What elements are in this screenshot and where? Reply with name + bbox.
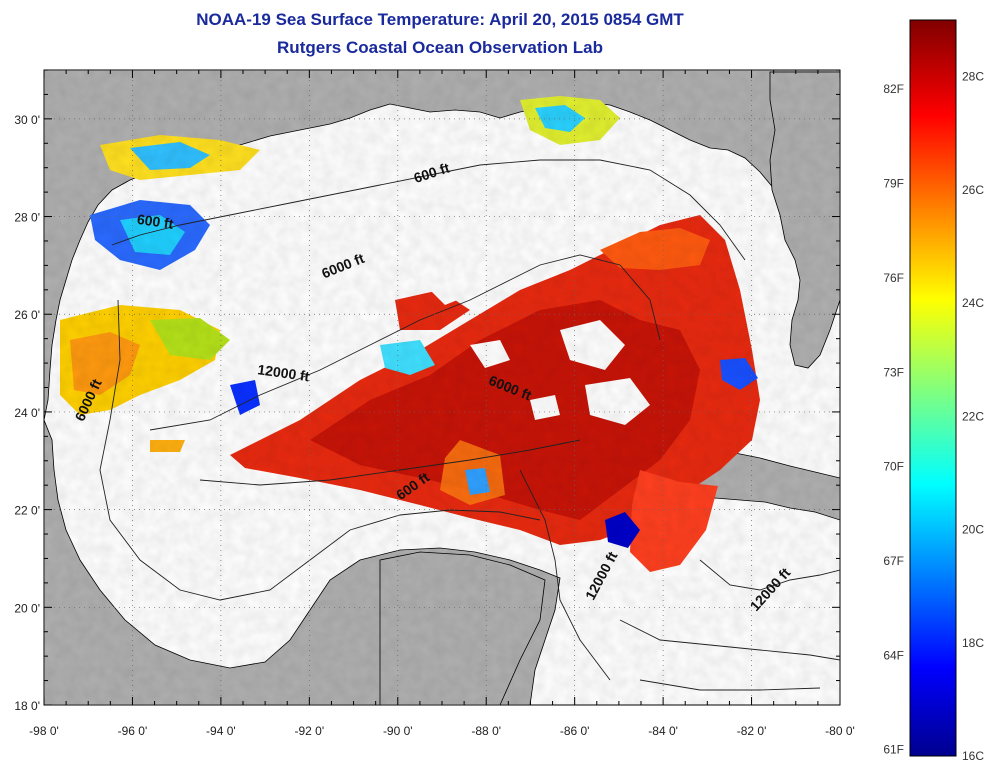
longitude-label: -98 0': [29, 724, 59, 738]
colorbar-fahrenheit-label: 64F: [883, 648, 904, 662]
colorbar: [909, 19, 957, 757]
longitude-label: -86 0': [560, 724, 590, 738]
contour-label: 600 ft: [136, 211, 175, 232]
longitude-label: -90 0': [383, 724, 413, 738]
colorbar-fahrenheit-label: 67F: [883, 554, 904, 568]
longitude-label: -88 0': [471, 724, 501, 738]
colorbar-celsius-label: 22C: [962, 409, 984, 423]
latitude-label: 28 0': [14, 211, 40, 225]
colorbar-fahrenheit-label: 79F: [883, 177, 904, 191]
map-subtitle: Rutgers Coastal Ocean Observation Lab: [277, 38, 603, 57]
latitude-label: 26 0': [14, 308, 40, 322]
contour-label: 12000 ft: [257, 361, 311, 384]
colorbar-fahrenheit-labels: 82F 79F 76F 73F 70F 67F 64F 61F: [883, 82, 904, 757]
colorbar-celsius-label: 26C: [962, 183, 984, 197]
latitude-label: 24 0': [14, 406, 40, 420]
colorbar-fahrenheit-label: 70F: [883, 460, 904, 474]
colorbar-celsius-label: 16C: [962, 749, 984, 763]
colorbar-celsius-label: 24C: [962, 296, 984, 310]
colorbar-fahrenheit-label: 73F: [883, 365, 904, 379]
latitude-label: 18 0': [14, 699, 40, 713]
colorbar-celsius-label: 20C: [962, 523, 984, 537]
colorbar-celsius-labels: 28C 26C 24C 22C 20C 18C 16C: [962, 70, 984, 763]
longitude-labels: -98 0' -96 0' -94 0' -92 0' -90 0' -88 0' -86 …: [29, 724, 855, 738]
texture-overlay: [44, 70, 840, 705]
longitude-label: -82 0': [737, 724, 767, 738]
colorbar-celsius-label: 18C: [962, 636, 984, 650]
colorbar-celsius-label: 28C: [962, 70, 984, 84]
bathymetry-contours: [99, 159, 840, 691]
graticule: [44, 70, 840, 705]
latitude-label: 30 0': [14, 113, 40, 127]
longitude-label: -94 0': [206, 724, 236, 738]
frame-ticks: [43, 69, 841, 706]
latitude-label: 20 0': [14, 601, 40, 615]
colorbar-fahrenheit-label: 82F: [883, 82, 904, 96]
longitude-label: -96 0': [118, 724, 148, 738]
map-title: NOAA-19 Sea Surface Temperature: April 2…: [196, 10, 684, 29]
longitude-label: -92 0': [295, 724, 325, 738]
colorbar-fahrenheit-label: 61F: [883, 743, 904, 757]
latitude-label: 22 0': [14, 504, 40, 518]
colorbar-fahrenheit-label: 76F: [883, 271, 904, 285]
latitude-labels: 30 0' 28 0' 26 0' 24 0' 22 0' 20 0' 18 0': [14, 113, 40, 713]
longitude-label: -84 0': [648, 724, 678, 738]
longitude-label: -80 0': [825, 724, 855, 738]
